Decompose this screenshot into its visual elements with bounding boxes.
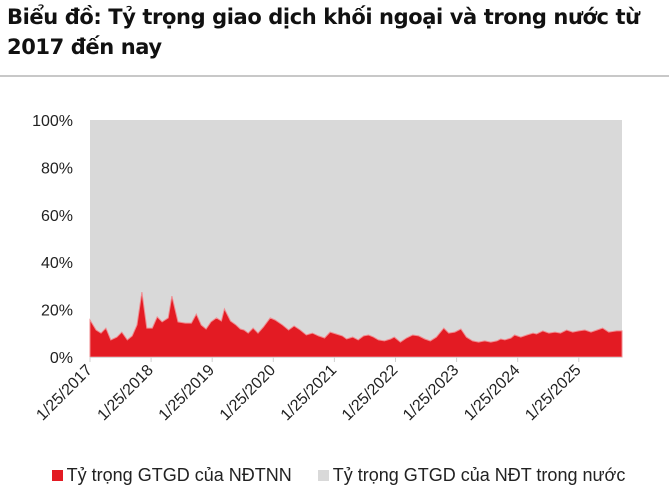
legend-swatch-domestic xyxy=(317,469,329,481)
y-tick-label: 0% xyxy=(50,350,73,367)
y-tick-label: 40% xyxy=(41,255,73,272)
x-tick-label: 1/25/2022 xyxy=(339,362,401,424)
x-tick-label: 1/25/2023 xyxy=(400,362,462,424)
x-tick-label: 1/25/2024 xyxy=(461,362,523,424)
x-axis: 1/25/20171/25/20181/25/20191/25/20201/25… xyxy=(33,357,622,424)
y-tick-label: 60% xyxy=(41,208,73,225)
chart-title: Biểu đồ: Tỷ trọng giao dịch khối ngoại v… xyxy=(7,5,640,59)
title-divider xyxy=(0,75,669,77)
x-tick-label: 1/25/2017 xyxy=(33,362,95,424)
legend-item-foreign: Tỷ trọng GTGD của NĐTNN xyxy=(44,465,292,486)
legend-swatch-foreign xyxy=(51,469,63,481)
x-tick-label: 1/25/2020 xyxy=(217,362,279,424)
x-tick-label: 1/25/2025 xyxy=(522,362,584,424)
y-axis: 0% 20% 40% 60% 80% 100% xyxy=(32,113,73,367)
legend-item-domestic: Tỷ trọng GTGD của NĐT trong nước xyxy=(310,464,626,486)
y-tick-label: 100% xyxy=(32,113,73,130)
domestic-share-area xyxy=(90,120,622,357)
legend: Tỷ trọng GTGD của NĐTNN Tỷ trọng GTGD củ… xyxy=(0,462,669,488)
x-tick-label: 1/25/2018 xyxy=(95,362,157,424)
legend-label-foreign: Tỷ trọng GTGD của NĐTNN xyxy=(66,464,292,485)
x-tick-label: 1/25/2021 xyxy=(278,362,340,424)
legend-label-domestic: Tỷ trọng GTGD của NĐT trong nước xyxy=(332,464,626,485)
y-tick-label: 20% xyxy=(41,303,73,320)
foreign-share-area xyxy=(89,292,623,358)
y-tick-label: 80% xyxy=(41,160,73,177)
x-tick-label: 1/25/2019 xyxy=(156,362,218,424)
